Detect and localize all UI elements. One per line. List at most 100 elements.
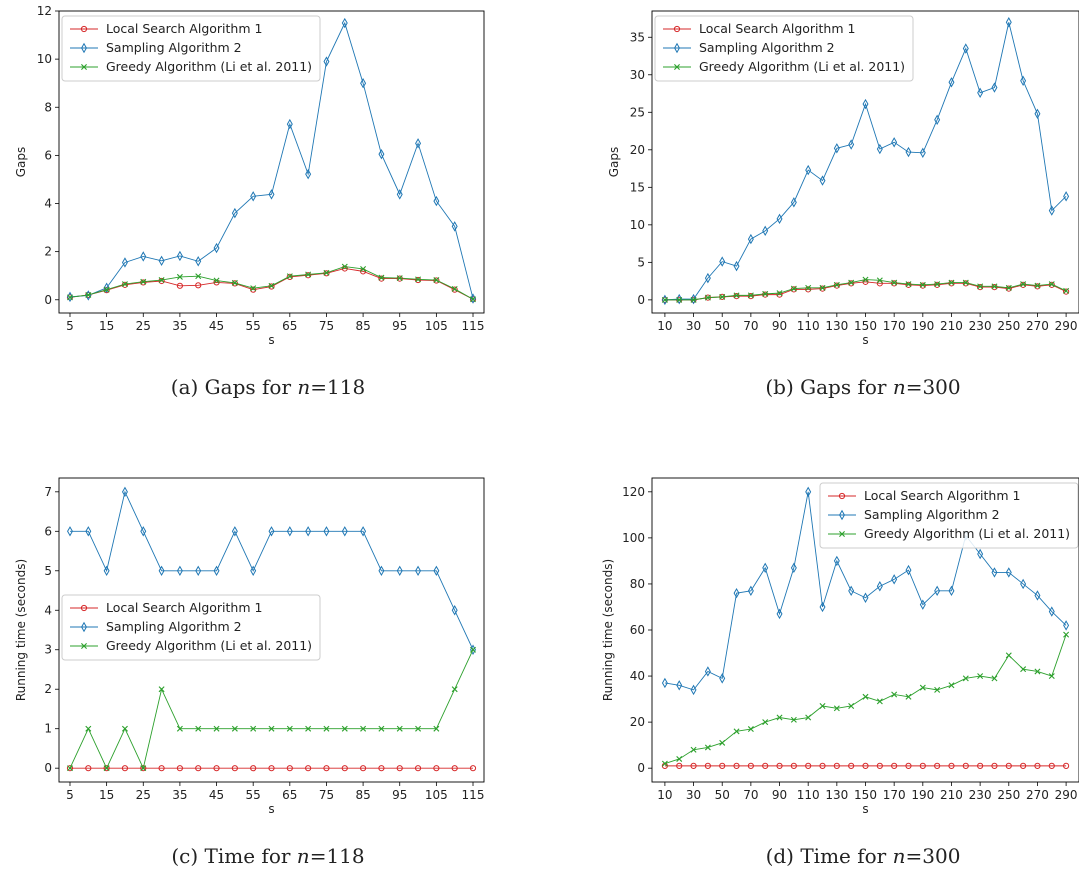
- axes-frame: [58, 477, 485, 783]
- x-axis-label: s: [268, 802, 274, 816]
- data-point-sampling: [934, 585, 941, 597]
- data-point-sampling: [819, 601, 826, 613]
- data-point-local: [268, 765, 275, 772]
- data-point-greedy: [305, 271, 312, 278]
- data-point-greedy: [704, 294, 711, 301]
- data-point-local: [1005, 285, 1012, 292]
- legend-marker-local: [673, 25, 681, 33]
- data-point-sampling: [195, 256, 202, 267]
- data-point-greedy: [323, 269, 330, 276]
- series-line-sampling: [69, 21, 474, 299]
- data-point-greedy: [848, 703, 855, 709]
- data-point-greedy: [719, 739, 726, 746]
- data-point-local: [991, 284, 998, 291]
- x-tick-label: 25: [136, 788, 151, 802]
- data-point-greedy: [1034, 282, 1041, 289]
- data-point-greedy: [1048, 673, 1055, 680]
- data-point-greedy: [776, 714, 783, 721]
- data-point-greedy: [470, 296, 476, 303]
- x-tick-label: 115: [462, 319, 485, 333]
- data-point-greedy: [250, 725, 257, 732]
- data-point-local: [1005, 762, 1012, 769]
- data-point-sampling: [268, 189, 275, 200]
- legend-marker-local: [80, 25, 88, 33]
- y-tick-label: 20: [630, 715, 645, 729]
- data-point-sampling: [790, 562, 797, 574]
- legend-box: [61, 594, 321, 661]
- data-point-greedy: [1063, 631, 1070, 638]
- data-point-sampling: [1005, 17, 1012, 28]
- data-point-greedy: [176, 725, 183, 732]
- data-point-local: [876, 762, 883, 769]
- x-tick-label: 190: [911, 788, 934, 802]
- legend-marker-local: [80, 604, 88, 612]
- x-tick-label: 115: [462, 788, 485, 802]
- data-point-local: [733, 762, 740, 769]
- data-point-greedy: [250, 285, 257, 292]
- legend-marker-greedy: [81, 643, 87, 649]
- data-point-local: [948, 762, 955, 769]
- data-point-greedy: [934, 281, 941, 288]
- data-point-local: [286, 765, 293, 772]
- y-axis-label: Running time (seconds): [14, 559, 28, 701]
- data-point-sampling: [396, 565, 403, 576]
- data-point-greedy: [833, 281, 840, 288]
- x-axis-label: s: [268, 333, 274, 347]
- data-point-local: [195, 282, 202, 289]
- caption-value: =118: [310, 844, 365, 868]
- data-point-sampling: [848, 139, 855, 150]
- data-point-sampling: [948, 585, 955, 597]
- x-tick-label: 10: [657, 788, 672, 802]
- data-point-sampling: [1063, 620, 1070, 631]
- data-point-greedy: [977, 673, 984, 680]
- data-point-local: [747, 293, 754, 300]
- x-tick-label: 230: [969, 788, 992, 802]
- data-point-sampling: [948, 77, 955, 88]
- data-point-greedy: [378, 725, 385, 732]
- data-point-greedy: [213, 277, 220, 284]
- y-tick-label: 10: [630, 218, 645, 232]
- data-point-sampling: [848, 585, 855, 597]
- x-tick-label: 85: [355, 788, 370, 802]
- data-point-local: [176, 765, 184, 772]
- legend-entry-sampling: Sampling Algorithm 2: [864, 507, 1000, 522]
- series-line-sampling: [664, 22, 1067, 301]
- data-point-local: [414, 276, 422, 284]
- data-point-greedy: [962, 279, 969, 286]
- data-point-sampling: [1005, 567, 1012, 578]
- y-tick-label: 20: [630, 143, 645, 157]
- x-tick-label: 130: [825, 788, 848, 802]
- y-tick-label: 35: [630, 30, 645, 44]
- data-point-sampling: [934, 114, 941, 126]
- y-tick-label: 15: [630, 180, 645, 194]
- series-line-greedy: [69, 649, 474, 770]
- data-point-local: [905, 762, 912, 769]
- data-point-greedy: [905, 281, 912, 288]
- data-point-sampling: [747, 233, 754, 245]
- data-point-sampling: [231, 526, 238, 537]
- series-sampling: [661, 17, 1070, 306]
- data-point-greedy: [121, 281, 128, 288]
- caption-prefix: (c) Time for: [171, 844, 296, 868]
- x-tick-label: 45: [209, 788, 224, 802]
- legend: Local Search Algorithm 1 Sampling Algorit…: [61, 15, 321, 82]
- data-point-local: [231, 765, 238, 772]
- data-point-greedy: [819, 284, 826, 291]
- x-tick-label: 130: [825, 319, 848, 333]
- data-point-greedy: [158, 686, 165, 693]
- data-point-greedy: [103, 765, 110, 772]
- data-point-sampling: [862, 592, 869, 603]
- data-point-greedy: [140, 765, 147, 772]
- data-point-local: [305, 765, 312, 772]
- y-tick-label: 0: [637, 761, 645, 775]
- data-point-greedy: [415, 276, 422, 283]
- y-tick-label: 5: [637, 255, 645, 269]
- chart-panel-1: 10 30 50 70 90 110 130 150 170 190 210 230 250 270 290…: [607, 10, 1079, 399]
- data-point-sampling: [991, 82, 998, 93]
- legend-box: [61, 15, 321, 82]
- data-point-sampling: [905, 146, 912, 158]
- data-point-greedy: [195, 725, 202, 732]
- x-tick-label: 55: [246, 319, 261, 333]
- y-axis-label: Gaps: [14, 147, 28, 178]
- x-tick-label: 85: [355, 319, 370, 333]
